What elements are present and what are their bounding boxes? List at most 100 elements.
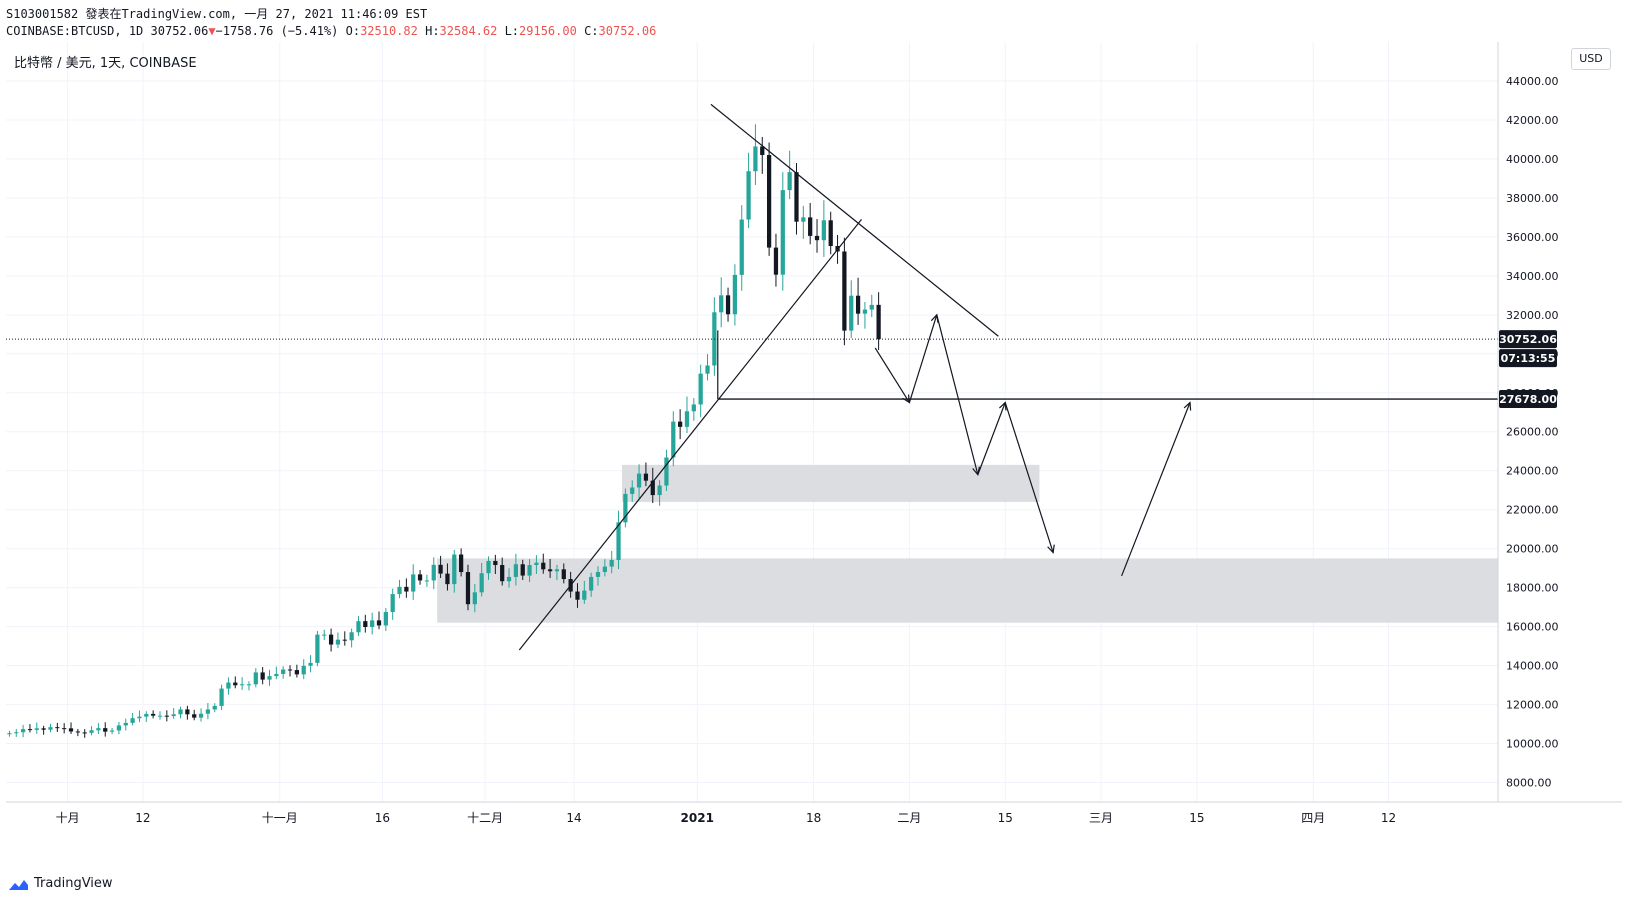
candle-body — [157, 715, 163, 717]
candle-body — [390, 594, 395, 612]
candle-body — [178, 709, 183, 715]
candle-body — [678, 421, 683, 427]
candle-body — [7, 733, 12, 735]
candle-body — [664, 457, 669, 486]
candle-body — [527, 565, 532, 576]
candle-body — [739, 219, 744, 275]
support-price-tag-bg — [1499, 390, 1557, 409]
candle-body — [636, 473, 642, 488]
candle-body — [315, 634, 320, 663]
candle-body — [472, 592, 477, 605]
chart-frame[interactable]: 8000.00 10000.00 12000.00 14000.00 16000.00 1… — [6, 42, 1622, 874]
candle-body — [719, 295, 724, 313]
price-tick-label: 14000.00 — [1506, 660, 1559, 673]
projection-arrow — [936, 314, 979, 475]
arrow-head — [1183, 401, 1192, 411]
time-tick-label: 15 — [1189, 811, 1204, 825]
open-value: 32510.82 — [360, 24, 418, 38]
candle-body — [657, 485, 662, 496]
candle-body — [589, 576, 594, 591]
time-tick-label: 十月 — [56, 811, 80, 825]
candle-body — [383, 612, 388, 626]
candle-body — [96, 728, 101, 731]
time-tick-label: 16 — [375, 811, 390, 825]
last-price: 30752.06 — [150, 24, 209, 38]
candle-body — [746, 171, 751, 220]
candle-body — [171, 714, 176, 717]
candle-body — [20, 729, 26, 733]
candle-body — [130, 718, 135, 723]
price-chart[interactable]: 8000.00 10000.00 12000.00 14000.00 16000.00 1… — [6, 42, 1622, 874]
candle-body — [623, 493, 628, 523]
candle-body — [753, 146, 758, 172]
price-tick-label: 34000.00 — [1506, 270, 1559, 283]
candle-body — [760, 146, 765, 156]
candle-body — [459, 554, 464, 573]
time-tick-label: 15 — [998, 811, 1013, 825]
candle-body — [109, 730, 115, 732]
candle-body — [397, 586, 402, 595]
arrow-head — [1047, 544, 1055, 554]
candle-body — [876, 304, 881, 340]
low-label: L: — [504, 24, 520, 38]
candle-body — [773, 247, 779, 275]
price-tick-label: 10000.00 — [1506, 738, 1559, 751]
candle-body — [766, 155, 772, 248]
tradingview-logo[interactable]: TradingView — [6, 876, 113, 891]
time-tick-label: 三月 — [1089, 811, 1113, 825]
price-tick-label: 32000.00 — [1506, 309, 1559, 322]
candle-body — [684, 411, 690, 427]
candle-body — [500, 565, 505, 582]
candle-body — [431, 564, 436, 581]
price-tick-label: 26000.00 — [1506, 426, 1559, 439]
trend-line — [710, 103, 999, 337]
time-tick-label: 12 — [135, 811, 150, 825]
candle-body — [294, 670, 299, 675]
candle-body — [308, 662, 313, 666]
candle-body — [89, 730, 94, 733]
candle-body — [219, 688, 224, 706]
candle-body — [260, 672, 265, 680]
candle-body — [547, 569, 553, 572]
time-tick-label: 14 — [566, 811, 581, 825]
candle-body — [821, 220, 826, 241]
candle-body — [671, 421, 676, 458]
high-value: 32584.62 — [439, 24, 498, 38]
publish-info: S103001582 發表在TradingView.com, 一月 27, 20… — [6, 7, 428, 21]
candle-body — [342, 639, 347, 641]
candle-body — [281, 669, 286, 674]
candle-body — [438, 564, 443, 574]
price-change: −1758.76 (−5.41%) — [215, 24, 339, 38]
low-value: 29156.00 — [519, 24, 577, 38]
candle-body — [287, 669, 293, 671]
candle-body — [616, 522, 621, 560]
candle-body — [363, 621, 368, 628]
candle-body — [691, 404, 696, 412]
support-price-tag: 27678.00 — [1499, 393, 1557, 406]
candle-body — [630, 487, 635, 494]
candle-body — [212, 705, 217, 710]
candle-body — [164, 715, 169, 717]
candle-body — [794, 172, 799, 222]
candle-body — [582, 590, 587, 600]
down-arrow-icon: ▼ — [208, 24, 216, 38]
candle-body — [82, 732, 87, 734]
candle-body — [116, 725, 122, 731]
candle-body — [370, 620, 375, 628]
candle-body — [185, 709, 190, 715]
price-tick-label: 36000.00 — [1506, 231, 1559, 244]
support-zone — [621, 464, 1040, 502]
candle-body — [75, 731, 80, 733]
projection-arrow — [874, 347, 910, 403]
candle-body — [869, 304, 874, 310]
candle-body — [103, 728, 108, 732]
candle-body — [561, 569, 566, 580]
candle-body — [417, 574, 423, 581]
time-tick-label: 四月 — [1301, 811, 1325, 825]
candle-body — [246, 684, 252, 686]
currency-button[interactable]: USD — [1571, 48, 1611, 70]
projection-arrow — [908, 314, 938, 403]
candle-body — [62, 728, 67, 730]
bar-countdown-tag: 07:13:55 — [1501, 352, 1556, 365]
candle-body — [513, 564, 519, 577]
